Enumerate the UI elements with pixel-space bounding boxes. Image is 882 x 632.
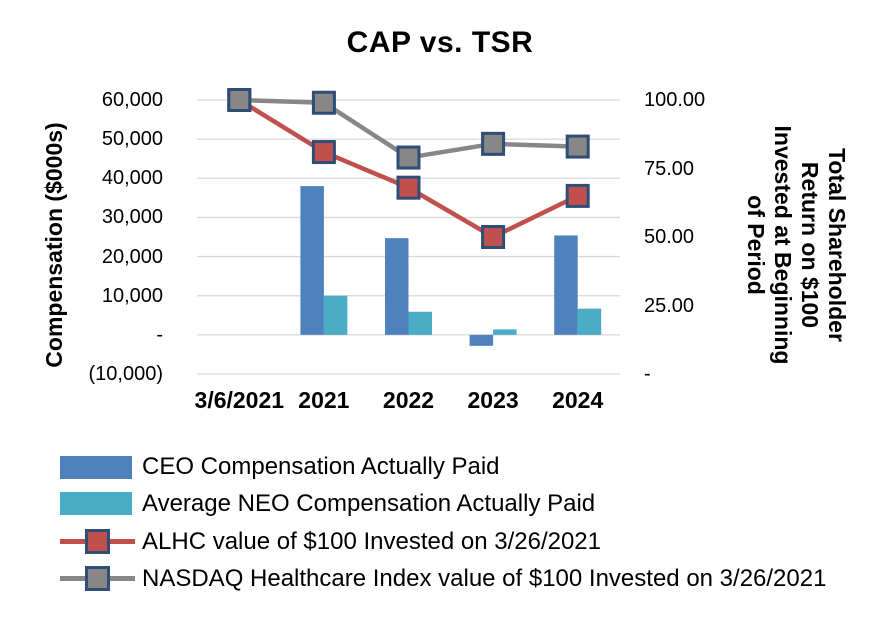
bar (408, 311, 432, 335)
legend-line-swatch (60, 566, 135, 591)
legend-item: ALHC value of $100 Invested on 3/26/2021 (60, 527, 601, 555)
right-tick-label: 50.00 (644, 226, 695, 248)
bar (300, 186, 324, 335)
left-tick-label: (10,000) (88, 363, 164, 385)
bar (577, 308, 602, 335)
left-tick-label: - (156, 323, 163, 346)
line-marker (311, 140, 336, 165)
line-marker (311, 90, 336, 115)
line-marker (481, 131, 506, 156)
chart-title: CAP vs. TSR (346, 26, 534, 59)
right-tick-label: - (644, 363, 651, 385)
line-marker (565, 183, 590, 208)
legend-label: NASDAQ Healthcare Index value of $100 In… (142, 564, 827, 592)
left-tick-label: 60,000 (101, 89, 163, 111)
x-axis-label: 3/6/2021 (194, 387, 285, 413)
bar (469, 334, 494, 346)
legend-label: ALHC value of $100 Invested on 3/26/2021 (142, 527, 601, 555)
bar (493, 329, 517, 335)
left-tick-label: 50,000 (101, 128, 163, 151)
right-tick-label: 100.00 (644, 89, 706, 111)
right-tick-label: 75.00 (644, 157, 695, 180)
bar (554, 235, 578, 335)
left-tick-label: 20,000 (101, 245, 163, 268)
legend-item: Average NEO Compensation Actually Paid (60, 489, 596, 517)
legend-line-swatch (60, 529, 135, 554)
legend-bar-swatch (60, 455, 132, 479)
line-marker (227, 88, 252, 112)
bar (323, 295, 348, 335)
right-tick-label: 25.00 (644, 294, 695, 317)
line-marker (396, 175, 421, 200)
legend-item: CEO Compensation Actually Paid (60, 454, 500, 480)
x-axis-label: 2024 (552, 387, 604, 413)
bar (385, 238, 409, 335)
legend-label: CEO Compensation Actually Paid (142, 453, 500, 480)
x-axis-label: 2022 (382, 387, 435, 413)
legend-square-marker-icon (85, 529, 110, 554)
line-marker (481, 225, 506, 249)
legend-label: Average NEO Compensation Actually Paid (142, 489, 596, 517)
line-marker (565, 134, 590, 159)
left-tick-label: 40,000 (101, 167, 163, 190)
x-axis-label: 2023 (467, 387, 519, 413)
legend-item: NASDAQ Healthcare Index value of $100 In… (60, 564, 827, 592)
left-tick-label: 30,000 (101, 206, 163, 229)
left-tick-label: 10,000 (101, 284, 163, 307)
x-axis-label: 2021 (298, 387, 350, 413)
legend-square-marker-icon (85, 566, 110, 591)
line-marker (396, 145, 421, 170)
legend-bar-swatch (60, 492, 132, 515)
